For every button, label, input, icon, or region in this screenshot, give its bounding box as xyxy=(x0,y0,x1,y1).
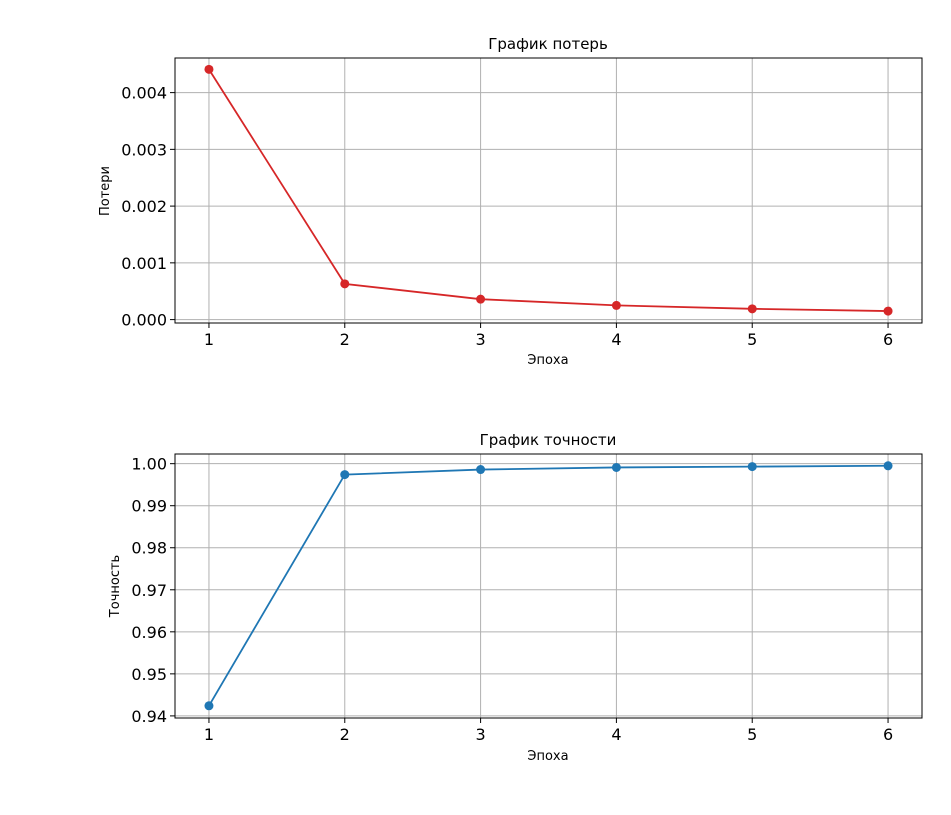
loss-x-tick-label: 2 xyxy=(340,330,350,349)
loss-x-tick-label: 4 xyxy=(611,330,621,349)
loss-x-tick-label: 3 xyxy=(475,330,485,349)
loss-x-axis-label: Эпоха xyxy=(527,353,568,368)
loss-x-tick-label: 5 xyxy=(747,330,757,349)
loss-x-tick-label: 1 xyxy=(204,330,214,349)
accuracy-data-point xyxy=(204,701,214,711)
loss-data-point xyxy=(883,306,893,316)
accuracy-series-line xyxy=(208,464,889,707)
accuracy-plot-frame xyxy=(174,453,923,719)
accuracy-x-tick-label: 6 xyxy=(883,725,893,744)
loss-y-tick-label: 0.001 xyxy=(121,254,167,273)
accuracy-data-point xyxy=(883,461,893,471)
loss-x-tick-label: 6 xyxy=(883,330,893,349)
accuracy-y-tick-label: 0.96 xyxy=(131,623,167,642)
accuracy-y-ticks: 0.94 0.95 0.96 0.97 0.98 0.99 1.00 xyxy=(131,455,175,726)
loss-y-tick-label: 0.003 xyxy=(121,140,167,159)
accuracy-y-tick-label: 0.94 xyxy=(131,707,167,726)
loss-data-point xyxy=(204,64,214,74)
accuracy-x-tick-label: 1 xyxy=(204,725,214,744)
loss-data-point xyxy=(747,304,757,314)
accuracy-data-point xyxy=(476,465,486,475)
loss-y-tick-label: 0.000 xyxy=(121,311,167,330)
accuracy-data-point xyxy=(747,462,757,472)
loss-chart-title: График потерь xyxy=(488,35,608,53)
accuracy-data-point xyxy=(611,462,621,472)
accuracy-x-tick-label: 4 xyxy=(611,725,621,744)
loss-y-ticks: 0.000 0.001 0.002 0.003 0.004 xyxy=(121,84,175,330)
accuracy-y-tick-label: 0.99 xyxy=(131,497,167,516)
loss-y-axis-label: Потери xyxy=(98,166,113,216)
loss-grid xyxy=(175,58,922,323)
loss-data-point xyxy=(340,279,350,289)
accuracy-series xyxy=(204,461,893,711)
accuracy-x-ticks: 1 2 3 4 5 6 xyxy=(204,718,893,744)
accuracy-x-tick-label: 2 xyxy=(340,725,350,744)
loss-data-point xyxy=(611,300,621,310)
loss-y-tick-label: 0.002 xyxy=(121,197,167,216)
loss-series-line xyxy=(208,68,889,312)
loss-plot-frame xyxy=(174,57,923,324)
loss-data-point xyxy=(476,294,486,304)
accuracy-x-tick-label: 3 xyxy=(475,725,485,744)
accuracy-y-tick-label: 1.00 xyxy=(131,455,167,474)
accuracy-grid xyxy=(175,454,922,718)
accuracy-y-tick-label: 0.97 xyxy=(131,581,167,600)
accuracy-x-axis-label: Эпоха xyxy=(527,749,568,764)
accuracy-y-tick-label: 0.98 xyxy=(131,539,167,558)
loss-y-tick-label: 0.004 xyxy=(121,84,167,103)
accuracy-x-tick-label: 5 xyxy=(747,725,757,744)
accuracy-data-point xyxy=(340,470,350,480)
accuracy-y-tick-label: 0.95 xyxy=(131,665,167,684)
accuracy-chart-title: График точности xyxy=(480,431,617,449)
loss-x-ticks: 1 2 3 4 5 6 xyxy=(204,323,893,349)
accuracy-y-axis-label: Точность xyxy=(108,555,123,618)
loss-series xyxy=(204,64,893,316)
